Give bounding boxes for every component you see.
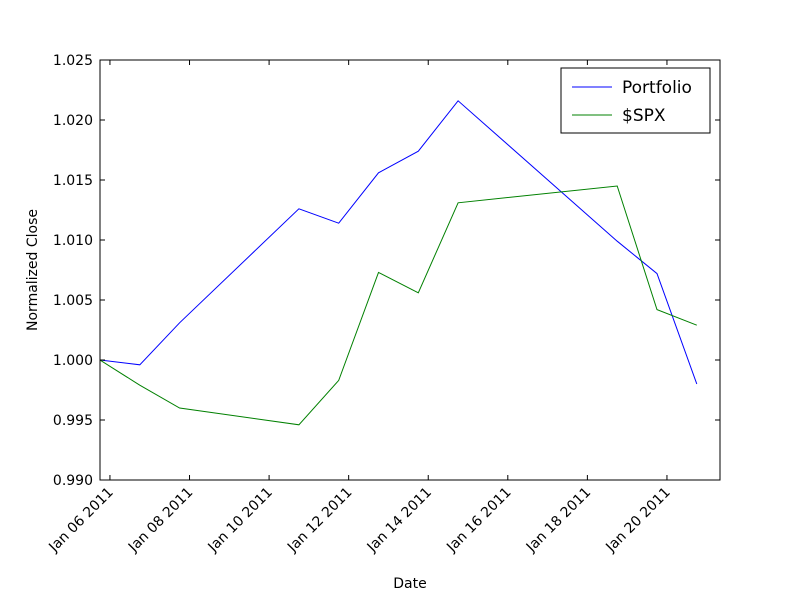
y-tick-label: 1.025 xyxy=(53,53,93,69)
y-tick-label: 1.010 xyxy=(53,233,93,249)
y-axis: 0.990 0.995 1.000 1.005 1.010 1.015 1.020 1.025 xyxy=(53,53,720,489)
series-line-portfolio xyxy=(100,100,698,385)
legend-box xyxy=(560,67,711,134)
y-tick-label: 1.000 xyxy=(53,353,93,369)
series-layer xyxy=(100,100,698,426)
y-tick-label: 0.995 xyxy=(53,413,93,429)
y-tick-label: 1.015 xyxy=(53,173,93,189)
x-axis-title: Date xyxy=(393,576,426,592)
y-tick-label: 0.990 xyxy=(53,473,93,489)
y-axis-title: Normalized Close xyxy=(25,209,41,331)
plot-frame xyxy=(99,59,721,481)
legend-label-spx: $SPX xyxy=(622,106,666,126)
y-tick-label: 1.005 xyxy=(53,293,93,309)
legend: Portfolio $SPX xyxy=(560,67,711,134)
legend-label-portfolio: Portfolio xyxy=(622,78,692,98)
series-line-spx xyxy=(100,185,697,426)
y-tick-label: 1.020 xyxy=(53,113,93,129)
